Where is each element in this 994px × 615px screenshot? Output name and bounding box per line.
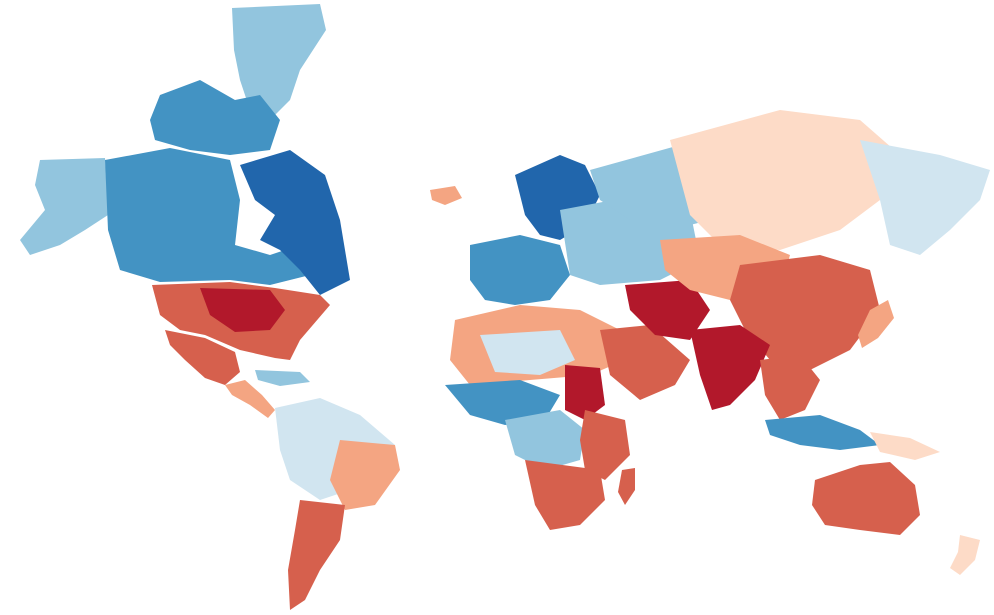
new-guinea	[870, 432, 940, 460]
southern-africa	[525, 460, 605, 530]
siberia	[670, 110, 900, 250]
middle-east	[625, 280, 710, 340]
madagascar	[618, 468, 635, 505]
sahara-central	[480, 330, 575, 375]
india	[690, 325, 770, 410]
caribbean	[255, 370, 310, 386]
new-zealand	[950, 535, 980, 575]
russia-far-east	[860, 140, 990, 255]
iceland	[430, 186, 462, 205]
japan	[858, 300, 894, 348]
sudan	[565, 365, 605, 420]
south-america-south	[288, 500, 345, 610]
canada	[105, 148, 310, 285]
brazil-east	[330, 440, 400, 510]
western-europe	[470, 235, 570, 305]
west-africa	[445, 380, 560, 425]
australia	[812, 462, 920, 535]
alaska	[20, 158, 108, 255]
canadian-arctic-archipelago	[150, 80, 280, 155]
arabian-peninsula	[600, 325, 690, 400]
greenland	[232, 4, 326, 118]
mexico	[165, 330, 240, 385]
hudson-bay-east-canada	[240, 150, 350, 295]
central-america	[225, 380, 275, 418]
east-africa	[580, 410, 630, 480]
indonesia	[765, 415, 880, 450]
southeast-asia	[760, 355, 820, 420]
us-southeast	[200, 288, 285, 332]
china	[730, 255, 880, 370]
central-africa	[505, 410, 585, 470]
